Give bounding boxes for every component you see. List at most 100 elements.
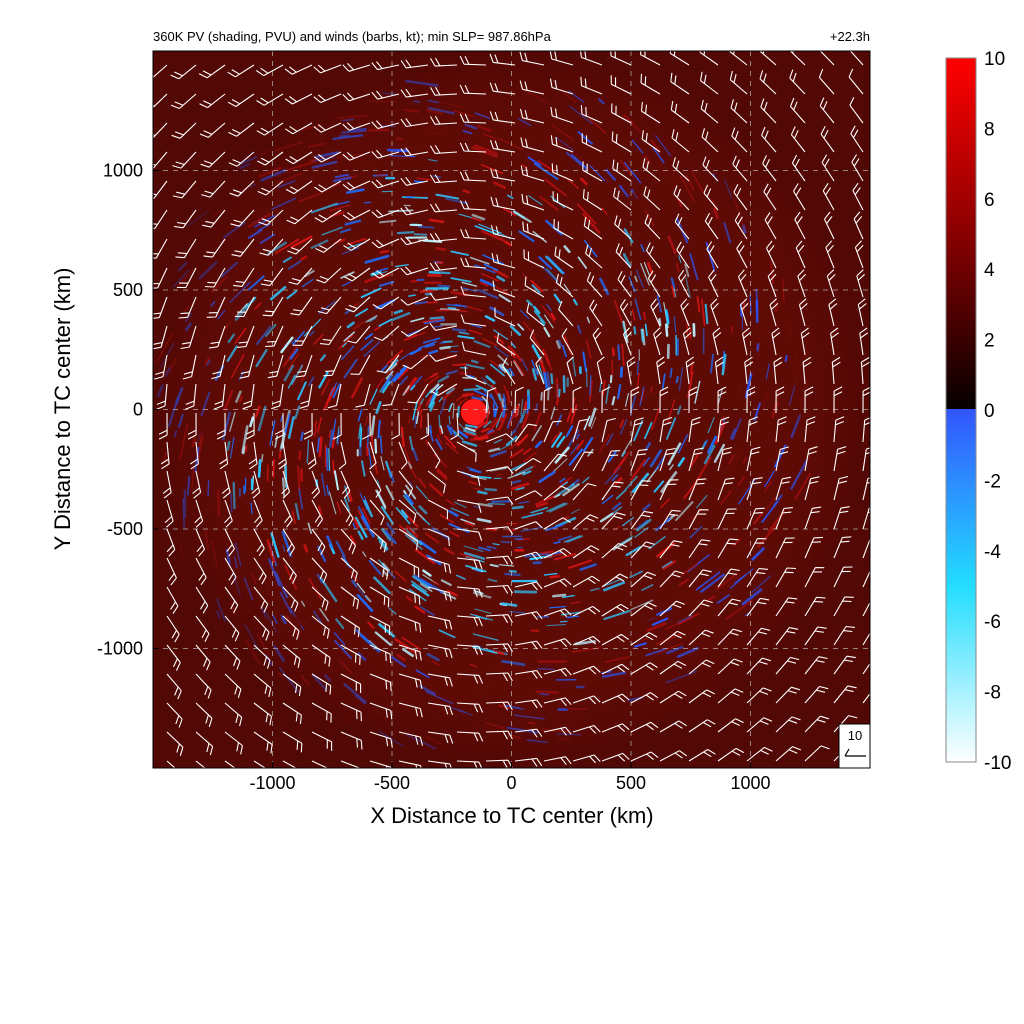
- wind-barb: [227, 64, 255, 78]
- wind-barb: [617, 271, 632, 298]
- wind-barb: [164, 499, 174, 528]
- wind-barb: [221, 470, 231, 499]
- wind-barb: [236, 325, 255, 348]
- wind-barb: [485, 672, 513, 682]
- wind-barb: [773, 356, 783, 385]
- y-axis-ticks: 1000 500 0 -500 -1000: [97, 161, 159, 659]
- wind-barb: [485, 614, 513, 624]
- wind-barb: [854, 240, 864, 269]
- wind-barb: [572, 635, 601, 646]
- wind-barb: [833, 536, 852, 559]
- wind-barb: [430, 57, 458, 67]
- wind-barb: [400, 236, 429, 246]
- wind-barb: [746, 567, 768, 588]
- wind-barb: [253, 731, 273, 754]
- wind-barb: [790, 126, 806, 153]
- wind-barb: [688, 629, 714, 646]
- wind-barb: [295, 354, 313, 378]
- wind-barb: [775, 746, 802, 762]
- wind-barb: [178, 296, 197, 319]
- wind-barb: [688, 659, 715, 675]
- wind-barb: [456, 557, 483, 570]
- wind-barb: [314, 209, 342, 223]
- wind-barb: [369, 470, 382, 498]
- wind-barb: [653, 327, 662, 356]
- wind-barb: [459, 142, 487, 153]
- wind-barb: [343, 267, 371, 282]
- wind-barb: [195, 673, 212, 699]
- wind-barb: [162, 470, 172, 499]
- wind-barb: [285, 151, 313, 165]
- wind-barb: [771, 327, 781, 356]
- wind-barb: [804, 626, 827, 646]
- wind-barb: [833, 416, 845, 443]
- colorbar-tick-label: 6: [984, 190, 995, 211]
- wind-barb: [732, 155, 748, 182]
- wind-barb: [398, 731, 424, 746]
- wind-barb: [706, 241, 719, 269]
- wind-barb: [614, 215, 632, 240]
- wind-barb: [206, 296, 226, 318]
- wind-barb: [659, 570, 684, 588]
- wind-barb: [717, 416, 730, 443]
- wind-barb: [224, 673, 242, 698]
- wind-barb: [176, 267, 197, 289]
- wind-barb: [371, 267, 400, 279]
- wind-barb: [427, 557, 452, 574]
- wind-barb: [601, 481, 624, 501]
- wind-barb: [342, 180, 371, 191]
- wind-barb: [615, 243, 632, 269]
- wind-barb: [154, 354, 168, 380]
- wind-barb: [630, 417, 644, 443]
- wind-barb: [398, 470, 414, 497]
- wind-barb: [746, 597, 770, 617]
- colorbar-tick-label: 4: [984, 260, 995, 281]
- wind-barb: [213, 383, 226, 410]
- wind-barb: [820, 125, 835, 153]
- wind-barb: [314, 180, 342, 193]
- wind-barb: [489, 53, 516, 66]
- wind-barb: [398, 528, 419, 550]
- wind-barb: [456, 731, 484, 742]
- wind-barb: [589, 299, 603, 327]
- wind-barb: [552, 191, 574, 211]
- wind-barb: [485, 701, 513, 711]
- wind-barb: [253, 644, 271, 669]
- plot-area: [153, 51, 870, 768]
- wind-barb: [550, 106, 574, 124]
- wind-barb: [746, 627, 771, 646]
- wind-barb: [551, 163, 574, 182]
- wind-barb: [804, 596, 826, 617]
- wind-barb: [775, 567, 797, 588]
- wind-barbs: [153, 51, 870, 768]
- wind-barb: [775, 627, 799, 646]
- wind-barb: [804, 715, 830, 733]
- wind-barb: [340, 586, 360, 610]
- wind-barb: [340, 702, 362, 722]
- wind-barb: [311, 528, 326, 556]
- wind-barb: [398, 586, 421, 605]
- wind-barb: [789, 97, 806, 124]
- wind-barb: [430, 383, 458, 396]
- wind-barb: [224, 557, 237, 585]
- wind-barb: [427, 644, 453, 659]
- wind-barb: [535, 356, 545, 385]
- wind-barb: [601, 723, 630, 733]
- wind-barb: [340, 731, 363, 750]
- wind-barb: [862, 477, 870, 501]
- wind-barb: [464, 366, 487, 385]
- wind-barb: [630, 602, 657, 617]
- wind-barb: [204, 267, 226, 288]
- wind-barb: [717, 598, 742, 617]
- wind-barb: [402, 354, 429, 370]
- wind-barb: [729, 51, 748, 66]
- wind-barb: [371, 238, 400, 249]
- wind-barb: [630, 541, 655, 559]
- wind-barb: [688, 386, 698, 414]
- wind-barb: [230, 209, 255, 227]
- wind-barb: [315, 238, 342, 253]
- wind-barb: [456, 528, 483, 541]
- wind-barb: [744, 356, 754, 385]
- wind-barb: [489, 111, 516, 124]
- wind-barb: [224, 760, 236, 768]
